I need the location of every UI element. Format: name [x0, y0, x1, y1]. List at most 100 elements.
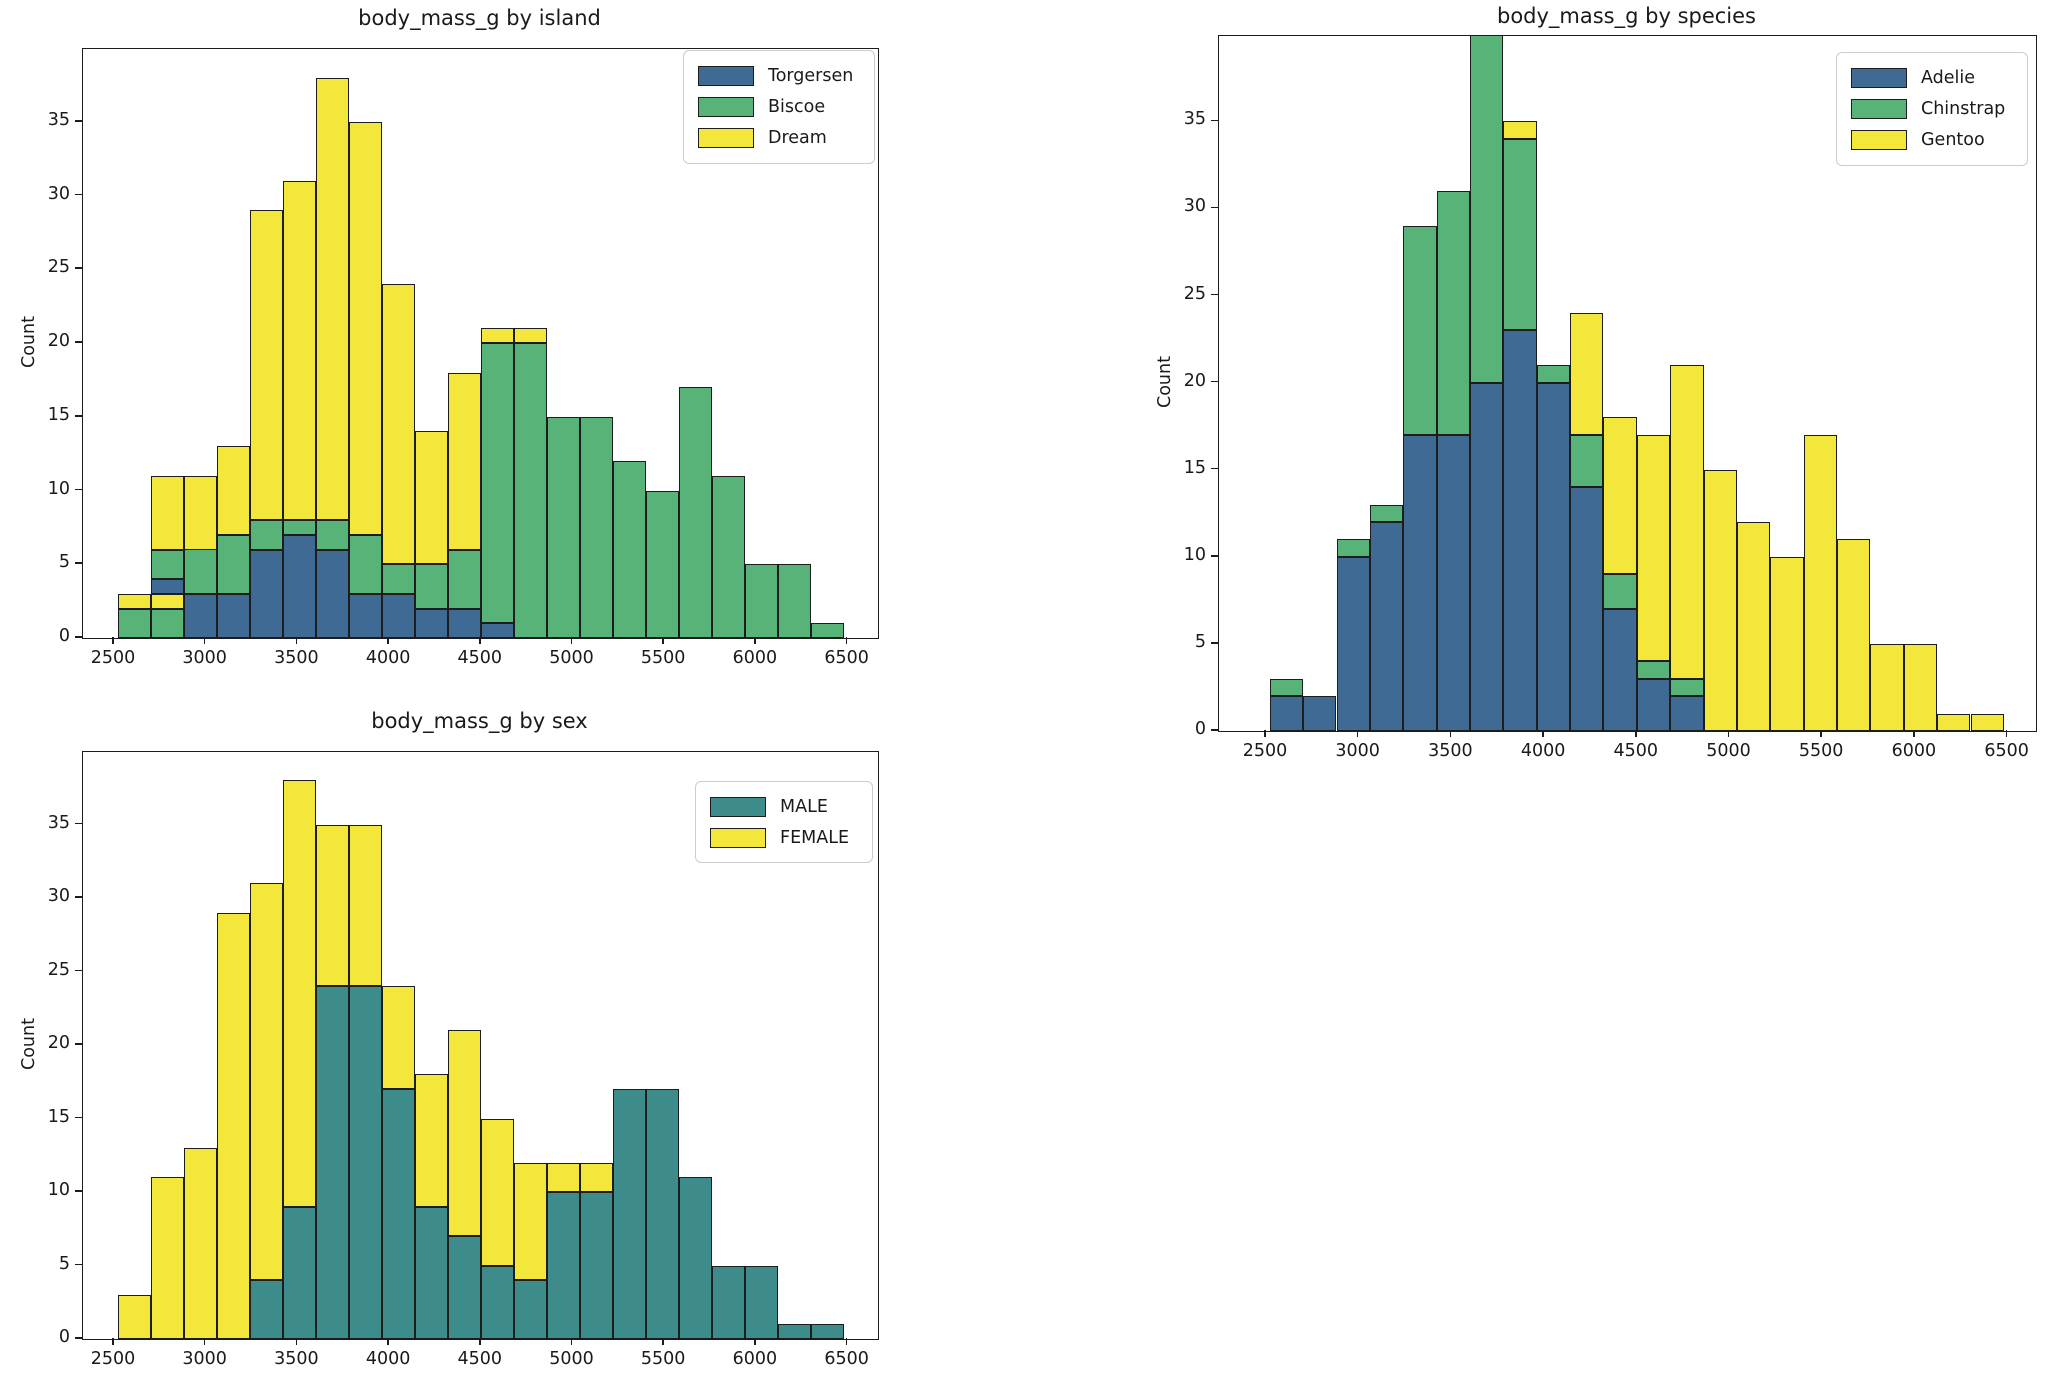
biscoe-bar-segment — [282, 519, 316, 535]
legend-label: FEMALE — [780, 827, 850, 848]
male-bar-segment — [678, 1177, 712, 1339]
x-tick-mark — [754, 637, 756, 644]
female-bar-segment — [117, 1294, 151, 1339]
legend-label: Gentoo — [1921, 130, 1985, 150]
adelie-bar-segment — [1570, 487, 1604, 731]
x-tick-label: 6000 — [1891, 741, 1937, 761]
y-tick-label: 10 — [47, 478, 70, 499]
chinstrap-bar-segment — [1570, 434, 1604, 488]
legend-label: Chinstrap — [1921, 99, 2006, 119]
dream-bar-segment — [150, 593, 184, 609]
gentoo-bar-segment — [1636, 434, 1671, 662]
gentoo-bar-segment — [1670, 365, 1704, 679]
male-bar-segment — [315, 986, 349, 1339]
y-tick-mark — [75, 896, 82, 898]
torgersen-bar-segment — [348, 593, 382, 638]
y-tick-mark — [75, 414, 82, 417]
y-tick-label: 15 — [47, 1106, 70, 1127]
biscoe-bar-segment — [183, 549, 217, 594]
adelie-bar-segment — [1603, 609, 1637, 731]
y-tick-mark — [75, 636, 82, 638]
x-tick-label: 5000 — [549, 1349, 594, 1369]
torgersen-bar-segment — [447, 608, 481, 638]
chart-title-species: body_mass_g by species — [1496, 4, 1756, 28]
x-tick-mark — [662, 1338, 664, 1345]
legend-label: Dream — [768, 128, 827, 148]
y-tick-mark — [75, 562, 82, 565]
y-tick-mark — [1211, 729, 1218, 731]
biscoe-bar-segment — [645, 490, 679, 638]
biscoe-bar-segment — [447, 549, 481, 609]
biscoe-bar-segment — [348, 534, 382, 594]
x-tick-label: 4500 — [457, 1349, 503, 1369]
y-tick-mark — [1211, 642, 1218, 644]
x-tick-mark — [203, 637, 206, 644]
gentoo-bar-segment — [1770, 556, 1804, 731]
legend-label: Biscoe — [768, 97, 826, 117]
x-tick-mark — [479, 1338, 481, 1345]
female-bar-segment — [480, 1118, 514, 1266]
female-bar-segment — [183, 1147, 217, 1339]
adelie-bar-segment — [1336, 556, 1370, 731]
female-bar-segment — [249, 883, 283, 1281]
y-tick-label: 25 — [47, 959, 70, 980]
biscoe-bar-segment — [249, 520, 283, 550]
legend-label: MALE — [780, 796, 828, 817]
female-bar-segment — [414, 1074, 448, 1207]
female-bar-segment — [216, 912, 250, 1339]
plot-area-sex — [82, 751, 879, 1340]
female-bar-segment — [150, 1177, 184, 1339]
y-tick-label: 20 — [47, 331, 70, 351]
x-tick-label: 3500 — [274, 1349, 319, 1369]
x-tick-mark — [479, 637, 481, 644]
legend-item-female: FEMALE — [710, 827, 858, 848]
y-tick-mark — [1211, 206, 1218, 209]
dream-bar-segment — [249, 210, 283, 520]
legend-box-island: Torgersen Biscoe Dream — [683, 50, 875, 164]
x-tick-mark — [754, 1338, 756, 1345]
adelie-bar-segment — [1436, 434, 1470, 731]
torgersen-bar-segment — [282, 534, 316, 638]
x-tick-label: 4500 — [457, 648, 503, 668]
biscoe-bar-segment — [216, 534, 250, 594]
y-tick-label: 15 — [47, 404, 70, 425]
x-tick-label: 6500 — [824, 1349, 869, 1369]
male-bar-segment — [810, 1324, 844, 1339]
male-bar-segment — [777, 1324, 811, 1339]
torgersen-bar-segment — [183, 593, 217, 638]
y-tick-label: 25 — [1183, 283, 1206, 304]
x-tick-label: 5500 — [1798, 741, 1844, 761]
y-tick-mark — [1211, 293, 1218, 296]
legend-label: Adelie — [1921, 68, 1976, 88]
female-bar-segment — [447, 1030, 481, 1237]
x-tick-label: 5500 — [640, 1349, 686, 1369]
biscoe-bar-segment — [381, 564, 415, 594]
torgersen-swatch-icon — [698, 66, 754, 86]
x-tick-mark — [203, 1338, 206, 1345]
legend-box-species: Adelie Chinstrap Gentoo — [1836, 52, 2028, 166]
y-tick-mark — [75, 1043, 82, 1045]
adelie-bar-segment — [1403, 434, 1437, 731]
torgersen-bar-segment — [381, 593, 415, 638]
adelie-bar-segment — [1369, 522, 1404, 731]
x-tick-mark — [570, 637, 573, 644]
y-tick-mark — [75, 1263, 82, 1266]
male-bar-segment — [447, 1236, 481, 1339]
gentoo-bar-segment — [1736, 522, 1771, 731]
chinstrap-bar-segment — [1269, 678, 1304, 697]
chinstrap-bar-segment — [1503, 138, 1537, 331]
y-tick-label: 5 — [58, 1253, 70, 1274]
male-bar-segment — [612, 1089, 646, 1339]
torgersen-bar-segment — [315, 549, 349, 638]
chinstrap-bar-segment — [1436, 191, 1470, 435]
dream-bar-segment — [447, 372, 481, 550]
x-tick-mark — [1356, 730, 1359, 737]
x-tick-label: 5000 — [549, 648, 594, 668]
male-bar-segment — [711, 1265, 745, 1339]
dream-bar-segment — [315, 77, 349, 520]
chinstrap-bar-segment — [1670, 678, 1704, 697]
biscoe-bar-segment — [315, 520, 349, 550]
x-tick-label: 2500 — [1242, 741, 1288, 761]
dream-bar-segment — [348, 121, 382, 535]
y-tick-mark — [75, 341, 82, 343]
